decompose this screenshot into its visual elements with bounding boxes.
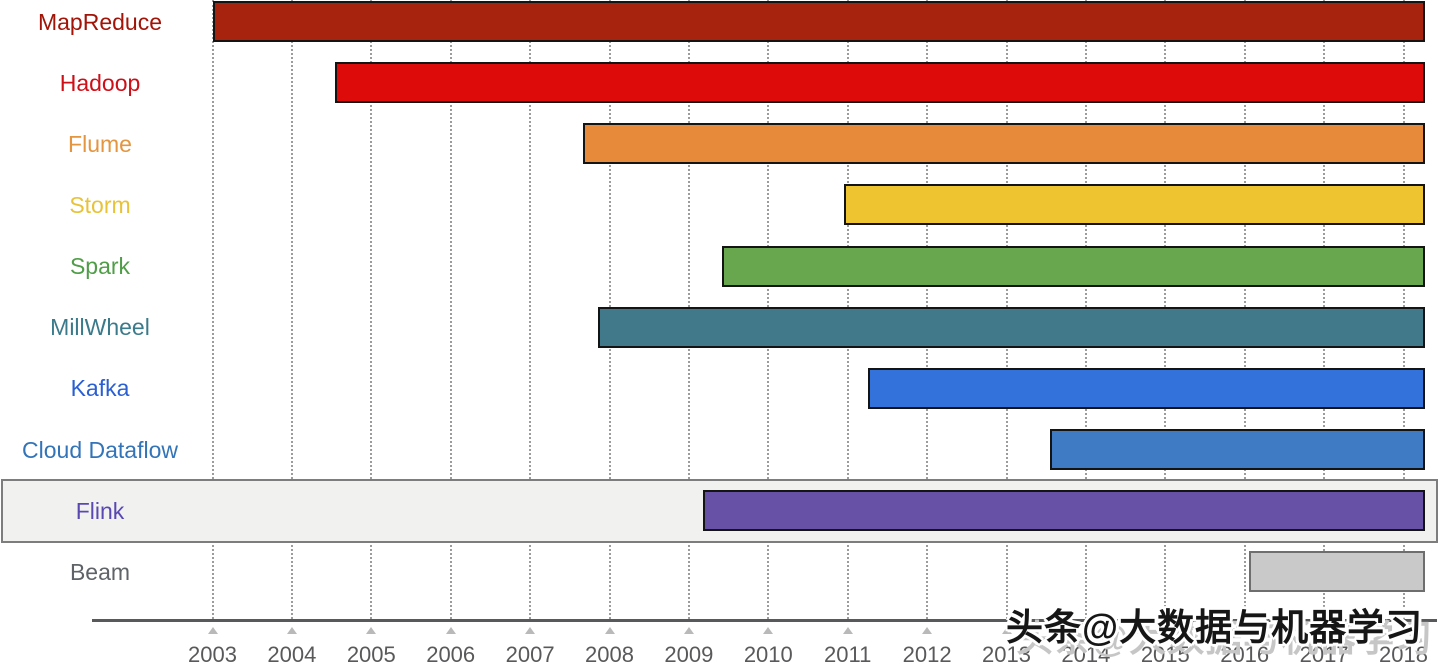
axis-tick-marker-2015 [1160, 627, 1171, 634]
year-tick-label-2016: 2016 [1220, 642, 1270, 666]
row-label-flume: Flume [68, 130, 132, 157]
axis-tick-marker-2013 [1001, 627, 1012, 634]
year-tick-label-2010: 2010 [743, 642, 793, 666]
timeline-bar-spark [722, 245, 1425, 287]
timeline-bar-cloud-dataflow [1050, 429, 1425, 471]
axis-tick-marker-2005 [366, 627, 377, 634]
year-tick-label-2005: 2005 [346, 642, 396, 666]
axis-tick-marker-2004 [286, 627, 297, 634]
row-label-hadoop: Hadoop [59, 69, 141, 96]
axis-tick-marker-2014 [1080, 627, 1091, 634]
timeline-bar-millwheel [598, 306, 1425, 348]
row-label-beam: Beam [69, 558, 131, 585]
axis-tick-marker-2006 [445, 627, 456, 634]
row-label-flink: Flink [75, 497, 125, 524]
row-label-storm: Storm [69, 191, 131, 218]
timeline-bar-mapreduce [212, 1, 1425, 42]
year-tick-label-2015: 2015 [1140, 642, 1190, 666]
watermark-text: 头条@大数据与机器学习 [1006, 607, 1424, 648]
axis-tick-marker-2009 [683, 627, 694, 634]
axis-tick-marker-2010 [763, 627, 774, 634]
row-label-spark: Spark [69, 253, 131, 280]
row-label-mapreduce: MapReduce [37, 8, 163, 35]
year-gridline-2003 [211, 0, 214, 619]
axis-tick-marker-2018 [1398, 627, 1409, 634]
timeline-bar-flink [703, 490, 1425, 532]
year-gridline-2006 [449, 0, 452, 619]
timeline-bar-hadoop [334, 62, 1425, 104]
year-tick-label-2007: 2007 [505, 642, 555, 666]
axis-tick-marker-2007 [525, 627, 536, 634]
row-label-cloud-dataflow: Cloud Dataflow [22, 436, 178, 463]
year-tick-label-2013: 2013 [982, 642, 1031, 666]
axis-tick-marker-2003 [207, 627, 218, 634]
timeline-bar-kafka [867, 367, 1425, 409]
axis-tick-marker-2011 [842, 627, 853, 634]
axis-tick-marker-2012 [922, 627, 933, 634]
year-gridline-2007 [529, 0, 532, 619]
timeline-bar-flume [583, 123, 1425, 165]
row-label-kafka: Kafka [70, 375, 130, 402]
year-tick-label-2003: 2003 [188, 642, 237, 666]
axis-tick-marker-2017 [1319, 627, 1330, 634]
timeline-bar-beam [1248, 551, 1425, 593]
axis-tick-marker-2008 [604, 627, 615, 634]
year-tick-label-2017: 2017 [1299, 642, 1349, 666]
year-tick-label-2014: 2014 [1061, 642, 1111, 666]
year-tick-label-2011: 2011 [824, 642, 872, 666]
year-gridline-2005 [370, 0, 373, 619]
axis-tick-marker-2016 [1239, 627, 1250, 634]
year-gridline-2004 [290, 0, 293, 619]
year-tick-label-2008: 2008 [585, 642, 634, 666]
year-tick-label-2004: 2004 [267, 642, 317, 666]
x-axis-line [92, 619, 1437, 622]
year-tick-label-2006: 2006 [426, 642, 476, 666]
year-tick-label-2009: 2009 [664, 642, 714, 666]
timeline-bar-storm [843, 184, 1425, 226]
watermark-echo-text: 头条@大数据与机器学习 [1016, 618, 1434, 659]
row-label-millwheel: MillWheel [50, 314, 150, 341]
year-tick-label-2012: 2012 [902, 642, 952, 666]
year-tick-label-2018: 2018 [1379, 642, 1428, 666]
